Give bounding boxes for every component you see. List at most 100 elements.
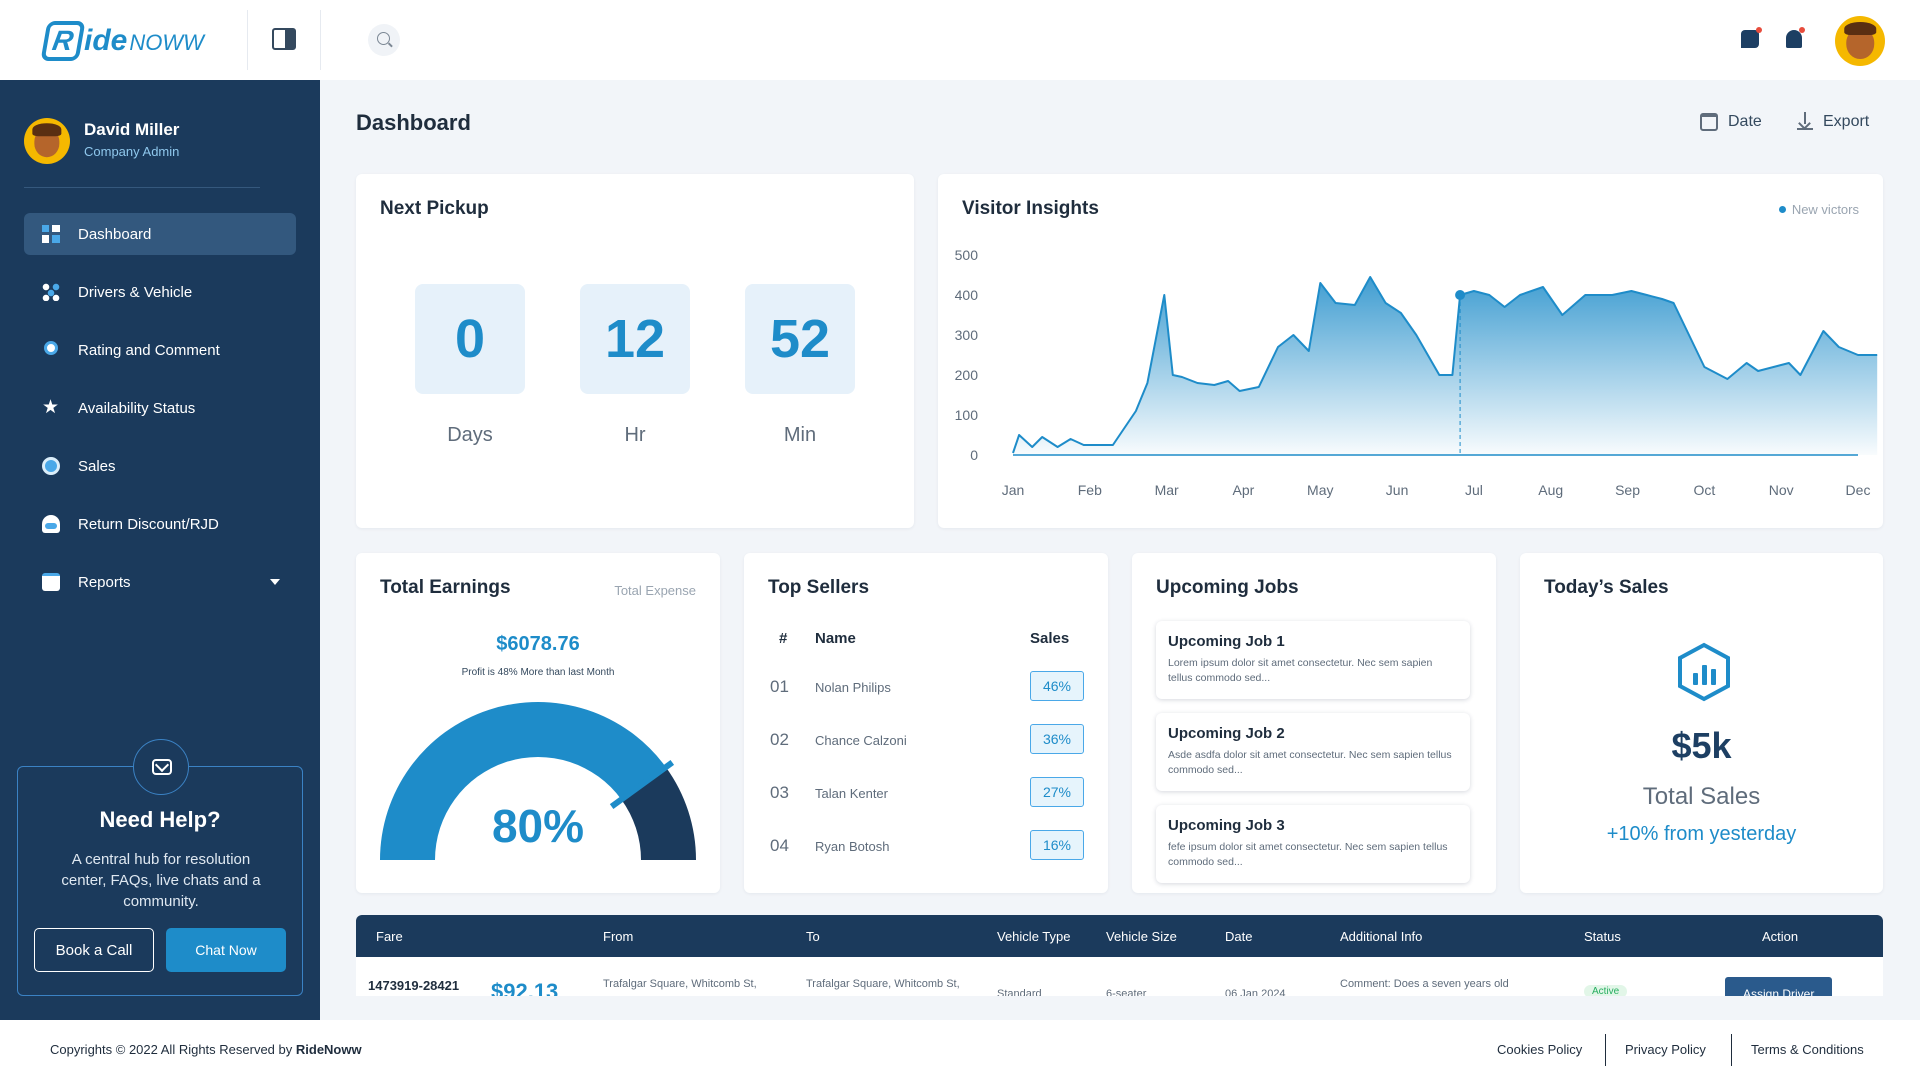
job-card-1[interactable]: Upcoming Job 1 Lorem ipsum dolor sit ame…	[1156, 621, 1470, 699]
y-tick-label: 100	[955, 407, 979, 423]
job-card-3[interactable]: Upcoming Job 3 fefe ipsum dolor sit amet…	[1156, 805, 1470, 883]
x-tick-label: Nov	[1769, 482, 1794, 498]
y-tick-label: 400	[955, 287, 979, 303]
sidebar-nav: Dashboard Drivers & Vehicle Rating and C…	[24, 213, 296, 619]
hours-value: 12	[580, 284, 690, 394]
x-tick-label: Jun	[1386, 482, 1409, 498]
bell-icon[interactable]	[1786, 27, 1805, 48]
table-header: Fare From To Vehicle Type Vehicle Size D…	[356, 915, 1883, 957]
earnings-gauge: 80%	[380, 702, 696, 860]
sidebar-item-label: Drivers & Vehicle	[78, 283, 193, 301]
seller-sales-badge: 16%	[1030, 830, 1084, 860]
total-earnings-card: Total Earnings Total Expense $6078.76 Pr…	[356, 553, 720, 893]
x-tick-label: Oct	[1693, 482, 1715, 498]
sidebar-item-label: Availability Status	[78, 399, 196, 417]
drivers-icon	[42, 283, 60, 301]
job-card-2[interactable]: Upcoming Job 2 Asde asdfa dolor sit amet…	[1156, 713, 1470, 791]
table-row[interactable]: 04 Ryan Botosh 16%	[744, 828, 1108, 862]
rating-icon	[44, 341, 58, 355]
logo-r-mark: R	[40, 21, 86, 61]
top-bar: R ide NOWW	[0, 0, 1920, 80]
chat-icon[interactable]	[1741, 27, 1762, 48]
visitor-insights-title: Visitor Insights	[962, 198, 1099, 219]
seller-rank: 02	[770, 730, 789, 749]
x-tick-label: Jul	[1465, 482, 1483, 498]
sidebar-item-sales[interactable]: Sales	[24, 445, 296, 487]
avatar-face	[1844, 21, 1876, 59]
footer-divider	[1605, 1034, 1606, 1066]
sidebar-item-availability-status[interactable]: ★ Availability Status	[24, 387, 296, 429]
search-icon[interactable]	[368, 24, 400, 56]
ride-vehicle-size: 6-seater	[1106, 988, 1147, 996]
ride-vehicle-type: Standard	[997, 988, 1042, 996]
sidebar-item-rating-comment[interactable]: Rating and Comment	[24, 329, 296, 371]
legend-dot	[1778, 206, 1786, 213]
help-text: A central hub for resolution center, FAQ…	[61, 851, 261, 910]
minutes-value: 52	[745, 284, 855, 394]
job-description: Lorem ipsum dolor sit amet consectetur. …	[1168, 657, 1433, 684]
panel-toggle-icon[interactable]	[272, 28, 296, 50]
sidebar-item-drivers-vehicle[interactable]: Drivers & Vehicle	[24, 271, 296, 313]
table-row[interactable]: 01 Nolan Philips 46%	[744, 669, 1108, 703]
days-value: 0	[415, 284, 525, 394]
chevron-down-icon[interactable]	[270, 579, 280, 585]
x-tick-label: Sep	[1615, 482, 1640, 498]
terms-conditions-link[interactable]: Terms & Conditions	[1751, 1042, 1864, 1057]
total-earnings-title: Total Earnings	[380, 577, 511, 598]
data-point-highlight[interactable]	[1455, 290, 1466, 300]
help-card: Need Help? A central hub for resolution …	[17, 739, 303, 996]
table-row[interactable]: 03 Talan Kenter 27%	[744, 775, 1108, 809]
assign-driver-button[interactable]: Assign Driver	[1725, 977, 1833, 996]
top-sellers-title: Top Sellers	[768, 577, 870, 598]
user-name: David Miller	[84, 120, 180, 139]
col-header-sales: Sales	[1030, 630, 1070, 647]
minutes-label: Min	[783, 424, 817, 446]
export-button[interactable]: Export	[1797, 112, 1869, 131]
x-tick-label: May	[1307, 482, 1333, 498]
cookies-policy-link[interactable]: Cookies Policy	[1497, 1042, 1583, 1057]
upcoming-jobs-card: Upcoming Jobs Upcoming Job 1 Lorem ipsum…	[1132, 553, 1496, 893]
y-tick-label: 500	[955, 247, 979, 263]
earnings-value: $6078.76	[496, 633, 580, 655]
date-button[interactable]: Date	[1700, 113, 1762, 131]
footer-divider	[1731, 1034, 1732, 1066]
col-header-to: To	[806, 929, 820, 944]
col-header-vehicle-size: Vehicle Size	[1106, 929, 1177, 944]
series-area	[1013, 277, 1878, 455]
help-title: Need Help?	[99, 807, 221, 832]
next-pickup-title: Next Pickup	[380, 198, 489, 219]
ridenoww-logo[interactable]: R ide NOWW	[40, 20, 204, 62]
rides-table: Fare From To Vehicle Type Vehicle Size D…	[356, 915, 1883, 996]
col-header-date: Date	[1225, 929, 1253, 944]
copyright: Copyrights © 2022 All Rights Reserved by…	[50, 1042, 362, 1057]
sidebar-item-label: Reports	[78, 573, 131, 591]
sidebar-item-reports[interactable]: Reports	[24, 561, 296, 603]
sidebar-item-label: Rating and Comment	[78, 341, 220, 359]
avatar[interactable]	[1835, 16, 1885, 66]
gauge-pointer	[609, 760, 675, 809]
gauge-value-label: 80%	[492, 800, 584, 852]
col-header-name: Name	[815, 630, 856, 647]
y-tick-label: 300	[955, 327, 979, 343]
privacy-policy-link[interactable]: Privacy Policy	[1625, 1042, 1706, 1057]
user-avatar[interactable]	[24, 118, 70, 164]
table-row[interactable]: 02 Chance Calzoni 36%	[744, 722, 1108, 756]
visitor-insights-card: Visitor Insights New victors 500 400 300 20…	[938, 174, 1883, 528]
sidebar-divider	[24, 187, 260, 188]
chat-now-button[interactable]: Chat Now	[166, 928, 286, 972]
copyright-brand: RideNoww	[295, 1042, 362, 1057]
x-tick-label: Aug	[1538, 482, 1563, 498]
sidebar-item-dashboard[interactable]: Dashboard	[24, 213, 296, 255]
ride-info: Comment: Does a seven years old	[1340, 978, 1509, 990]
download-icon	[1797, 112, 1813, 130]
seller-sales-badge: 36%	[1030, 724, 1084, 754]
total-expense-link[interactable]: Total Expense	[614, 583, 696, 598]
col-header-action: Action	[1762, 929, 1799, 944]
job-title: Upcoming Job 3	[1168, 817, 1285, 834]
visitor-area-chart: 500 400 300 200 100 0 Jan Feb Mar Apr May Jun Jul Aug…	[955, 247, 1878, 498]
sidebar-item-return-discount[interactable]: Return Discount/RJD	[24, 503, 296, 545]
topbar-divider	[320, 10, 321, 70]
logo-ide-text: ide	[84, 24, 128, 57]
sales-icon	[42, 457, 60, 475]
book-call-button[interactable]: Book a Call	[34, 928, 154, 972]
